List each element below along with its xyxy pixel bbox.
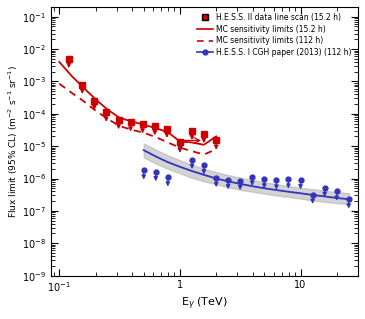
Y-axis label: Flux limit (95% CL) (m$^{-2}$ s$^{-1}$ sr$^{-1}$): Flux limit (95% CL) (m$^{-2}$ s$^{-1}$ s…: [7, 65, 20, 218]
Legend: H.E.S.S. II data line scan (15.2 h), MC sensitivity limits (15.2 h), MC sensitiv: H.E.S.S. II data line scan (15.2 h), MC …: [194, 11, 354, 59]
X-axis label: E$_\gamma$ (TeV): E$_\gamma$ (TeV): [181, 296, 228, 312]
